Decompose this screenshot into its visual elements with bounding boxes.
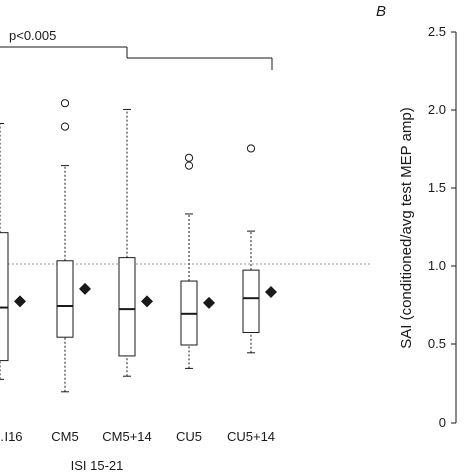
- box-plot-series: [0, 99, 277, 393]
- x-tick-label-cat4: CU5+14: [227, 429, 275, 444]
- group-label: ISI 15-21: [71, 458, 124, 473]
- panel-label-b: B: [376, 3, 386, 20]
- panel-b-y-axis-label: SAI (conditioned/avg test MEP amp): [398, 107, 415, 349]
- box-1-outlier-0: [60, 99, 70, 108]
- box-2-mean-marker: [141, 295, 153, 308]
- box-1-iqr-box: [56, 260, 74, 338]
- x-tick-label-cat1: CM5: [51, 429, 78, 444]
- box-4-outlier-0: [246, 144, 256, 153]
- y-tick-label-1-5: 1.5: [428, 180, 446, 195]
- significance-bracket: [0, 46, 273, 70]
- x-tick-label-cat2: CM5+14: [102, 429, 152, 444]
- x-tick-label-cat0: …I16: [0, 429, 23, 444]
- y-tick-label-0: 0: [439, 415, 446, 430]
- box-2-iqr-box: [118, 257, 136, 357]
- box-4-iqr-box: [242, 269, 260, 334]
- panel-b-y-ticks: [451, 31, 456, 424]
- y-tick-label-2-0: 2.0: [428, 102, 446, 117]
- box-4-mean-marker: [265, 285, 277, 298]
- box-3-outlier-1: [184, 161, 194, 170]
- box-1-outlier-1: [60, 122, 70, 131]
- x-tick-labels: …I16 CM5 CM5+14 CU5 CU5+14: [0, 429, 275, 444]
- box-3-mean-marker: [203, 296, 215, 309]
- box-1-mean-marker: [79, 282, 91, 295]
- x-tick-label-cat3: CU5: [176, 429, 202, 444]
- significance-annotation: p<0.005: [9, 28, 56, 43]
- y-tick-label-1-0: 1.0: [428, 258, 446, 273]
- y-tick-label-0-5: 0.5: [428, 336, 446, 351]
- y-tick-label-2-5: 2.5: [428, 24, 446, 39]
- box-0-mean-marker: [14, 295, 26, 308]
- box-3-outlier-0: [184, 153, 194, 162]
- panel-b-y-tick-labels: 0 0.5 1.0 1.5 2.0 2.5: [428, 24, 446, 430]
- box-0-iqr-box: [0, 232, 9, 362]
